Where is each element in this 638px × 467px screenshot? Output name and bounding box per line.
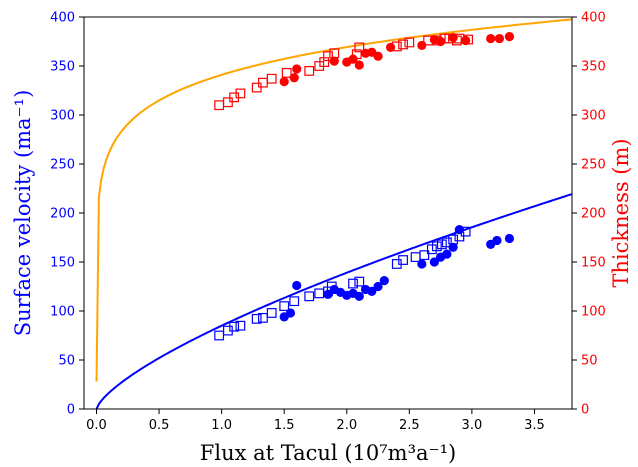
y-right-tick-label: 50: [581, 354, 598, 369]
velocity-point-square: [448, 234, 459, 245]
velocity-point-square: [229, 321, 240, 332]
thickness-point-circle: [292, 64, 302, 74]
x-tick-label: 1.0: [211, 418, 232, 433]
thickness-point-square: [439, 33, 450, 44]
velocity-point-square: [398, 255, 408, 265]
velocity-point-square: [214, 330, 225, 341]
velocity-point-square: [460, 226, 471, 237]
thickness-point-square: [323, 51, 333, 62]
velocity-point-square: [279, 301, 290, 311]
velocity-point-circle: [492, 235, 502, 246]
y-left-tick-label: 350: [50, 60, 75, 75]
velocity-point-square: [426, 244, 437, 255]
fit-curve-thickness: [95, 18, 572, 382]
thickness-point-square: [222, 97, 233, 108]
thickness-point-circle: [354, 60, 364, 70]
velocity-point-circle: [285, 308, 296, 318]
velocity-point-square: [436, 239, 447, 250]
y-left-tick-label: 400: [50, 11, 75, 26]
x-tick-label: 3.5: [524, 418, 545, 433]
x-tick-label: 0.0: [86, 418, 107, 433]
velocity-point-square: [410, 252, 421, 263]
velocity-point-circle: [292, 280, 302, 291]
velocity-point-circle: [367, 286, 377, 296]
velocity-point-square: [326, 281, 337, 292]
thickness-point-square: [404, 37, 415, 48]
velocity-point-circle: [354, 291, 364, 301]
thickness-point-circle: [486, 33, 496, 44]
thickness-point-circle: [373, 51, 383, 61]
thickness-point-circle: [289, 73, 299, 83]
thickness-point-square: [451, 35, 462, 46]
y-right-tick-label: 250: [581, 158, 606, 173]
velocity-point-circle: [429, 257, 439, 267]
thickness-point-square: [351, 49, 362, 60]
velocity-point-square: [314, 288, 325, 299]
y-right-tick-label: 150: [581, 256, 606, 271]
thickness-point-square: [431, 35, 442, 46]
y-left-tick-label: 0: [67, 403, 75, 418]
velocity-point-circle: [417, 259, 427, 269]
plot-frame: [83, 16, 573, 410]
thickness-point-circle: [348, 54, 358, 64]
thickness-point-square: [281, 67, 292, 78]
y-left-tick-label: 100: [50, 305, 75, 320]
x-tick-label: 0.5: [149, 418, 170, 433]
axes: 0.0 0.5 1.0 1.5 2.0 2.5 3.0 3.5 0 50 100 150 200 250 3…: [50, 11, 606, 434]
plot-area: [95, 18, 572, 409]
x-axis-title: Flux at Tacul (10⁷m³a⁻¹): [200, 441, 456, 465]
thickness-point-square: [444, 33, 455, 44]
velocity-point-square: [304, 291, 315, 302]
velocity-point-circle: [373, 281, 383, 292]
thickness-point-square: [266, 73, 277, 84]
y-left-tick-label: 200: [50, 207, 75, 222]
y-left-tick-label: 300: [50, 109, 75, 124]
thickness-point-circle: [504, 31, 515, 42]
thickness-point-square: [398, 39, 408, 50]
velocity-point-square: [441, 237, 452, 248]
velocity-point-square: [289, 296, 300, 307]
thickness-point-square: [391, 41, 402, 52]
thickness-point-square: [354, 42, 365, 53]
velocity-point-square: [431, 241, 442, 252]
velocity-point-circle: [504, 233, 515, 244]
y-left-tick-label: 150: [50, 256, 75, 271]
thickness-point-square: [235, 88, 246, 99]
velocity-point-square: [419, 250, 430, 261]
thickness-point-square: [304, 65, 315, 76]
thickness-point-square: [258, 77, 268, 88]
thickness-point-square: [463, 34, 474, 45]
x-tick-label: 3.0: [462, 418, 483, 433]
fit-curve-velocity: [95, 193, 572, 409]
y-right-tick-label: 200: [581, 207, 606, 222]
velocity-point-circle: [442, 249, 452, 259]
velocity-point-circle: [454, 225, 464, 235]
y-right-tick-label: 400: [581, 11, 606, 26]
y-right-tick-label: 350: [581, 60, 606, 75]
y-left-tick-label: 250: [50, 158, 75, 173]
velocity-point-circle: [379, 276, 389, 286]
thickness-point-square: [251, 82, 262, 93]
thickness-point-square: [214, 100, 225, 111]
thickness-point-circle: [494, 33, 505, 44]
velocity-point-square: [235, 320, 246, 331]
x-tick-label: 1.5: [274, 418, 295, 433]
y-right-tick-label: 300: [581, 109, 606, 124]
velocity-point-square: [266, 308, 277, 318]
thickness-point-square: [329, 48, 340, 59]
y-axis-left-title: Surface velocity (ma⁻¹): [11, 90, 35, 337]
velocity-point-square: [354, 276, 365, 287]
x-tick-label: 2.0: [336, 418, 357, 433]
velocity-point-circle: [323, 289, 333, 299]
y-left-tick-label: 50: [58, 354, 75, 369]
velocity-point-square: [348, 278, 358, 289]
y-axis-right-title: Thickness (m): [609, 138, 633, 287]
y-right-tick-label: 100: [581, 305, 606, 320]
thickness-point-circle: [279, 77, 289, 87]
velocity-point-square: [251, 313, 262, 324]
y-right-tick-label: 0: [581, 403, 589, 418]
x-tick-label: 2.5: [399, 418, 420, 433]
